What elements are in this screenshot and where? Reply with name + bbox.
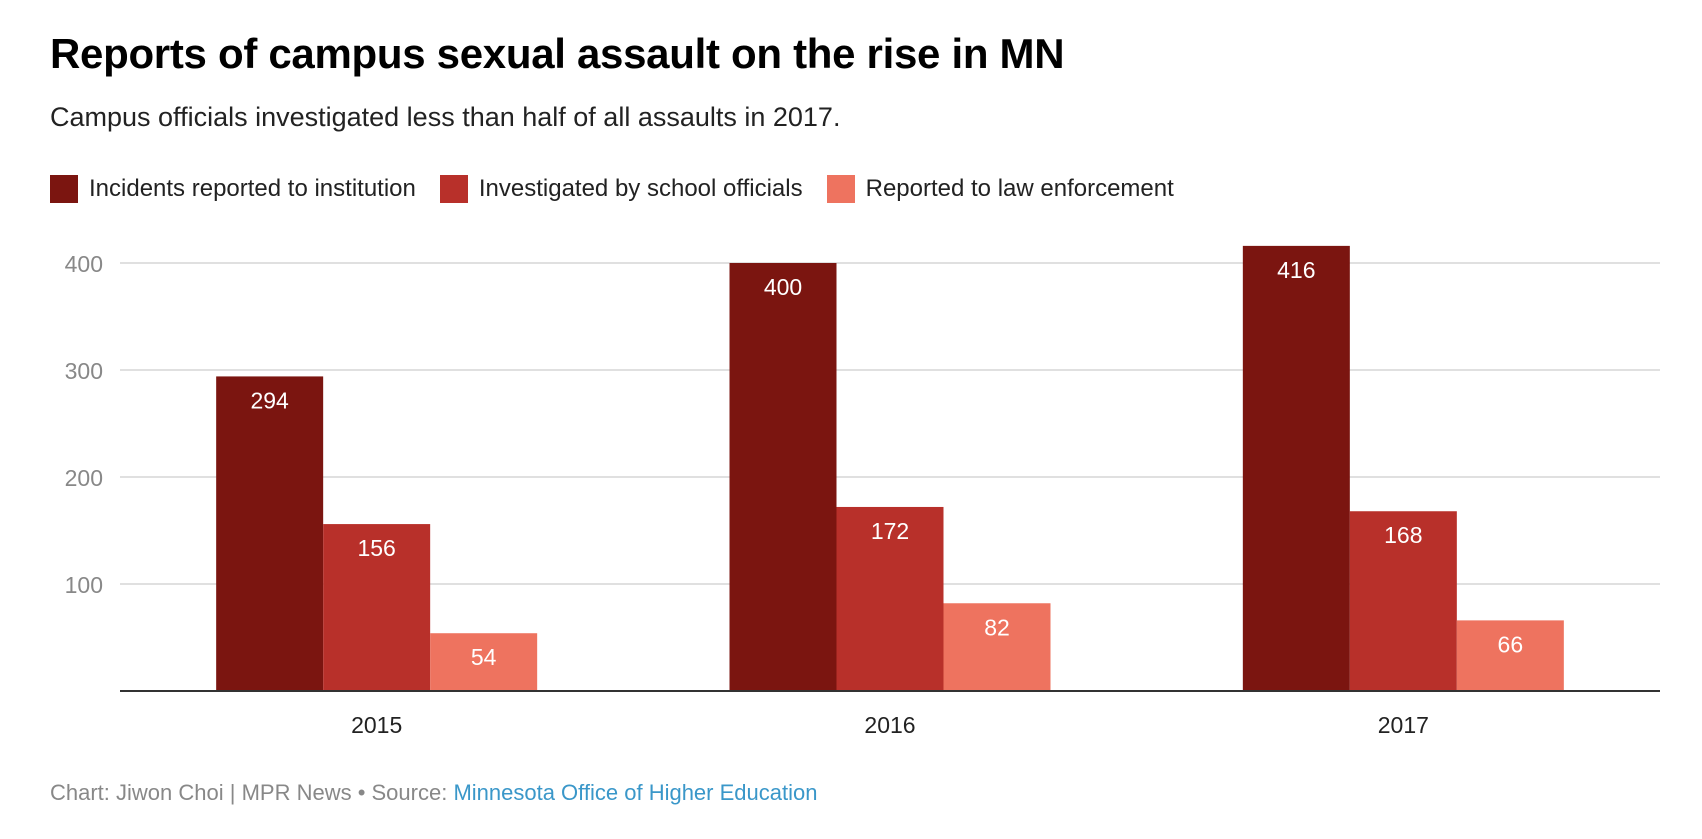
legend-label-incidents: Incidents reported to institution (89, 175, 416, 202)
bar-investigated-by-school-officials-2015 (323, 524, 431, 691)
footer-credit: Chart: Jiwon Choi | MPR News • Source: (50, 780, 454, 805)
y-tick-label: 200 (65, 465, 103, 491)
data-label: 168 (1384, 522, 1422, 548)
bar-incidents-reported-to-institution-2015 (216, 376, 324, 691)
y-tick-label: 300 (65, 358, 103, 384)
data-label: 400 (764, 274, 802, 300)
legend-swatch-law-enforcement (826, 175, 855, 203)
bar-incidents-reported-to-institution-2016 (729, 263, 837, 691)
chart-title: Reports of campus sexual assault on the … (50, 30, 1065, 77)
bar-reported-to-law-enforcement-2015 (430, 633, 538, 691)
data-label: 54 (471, 644, 497, 670)
x-tick-label: 2017 (1378, 712, 1429, 738)
legend-label-investigated: Investigated by school officials (478, 175, 803, 202)
legend-item-incidents: Incidents reported to institution (50, 175, 416, 203)
chart-subtitle: Campus officials investigated less than … (50, 102, 841, 132)
legend-item-investigated: Investigated by school officials (439, 175, 803, 203)
data-label: 294 (250, 387, 289, 413)
bar-reported-to-law-enforcement-2017 (1456, 620, 1564, 691)
source-link[interactable]: Minnesota Office of Higher Education (453, 780, 818, 805)
bar-incidents-reported-to-institution-2017 (1242, 245, 1350, 691)
chart-footer: Chart: Jiwon Choi | MPR News • Source: M… (50, 780, 817, 806)
legend-label-law-enforcement: Reported to law enforcement (865, 175, 1174, 202)
y-tick-label: 100 (65, 572, 103, 598)
bar-investigated-by-school-officials-2017 (1349, 511, 1457, 691)
x-tick-label: 2016 (864, 712, 915, 738)
data-label: 172 (871, 518, 909, 544)
x-tick-label: 2015 (351, 712, 402, 738)
bar-chart: 100 200 300 400 294 156 54 2015 400 172 82 2016 416 1… (65, 245, 1660, 738)
legend-swatch-incidents (50, 175, 78, 203)
legend-item-law-enforcement: Reported to law enforcement (826, 175, 1174, 203)
y-tick-label: 400 (65, 251, 103, 277)
bar-reported-to-law-enforcement-2016 (943, 603, 1051, 691)
data-label: 66 (1498, 631, 1524, 657)
legend-swatch-investigated (439, 175, 468, 203)
data-label: 82 (984, 614, 1010, 640)
data-label: 416 (1277, 257, 1315, 283)
data-label: 156 (357, 535, 395, 561)
bar-investigated-by-school-officials-2016 (836, 506, 944, 691)
legend: Incidents reported to institution Invest… (50, 175, 1198, 203)
